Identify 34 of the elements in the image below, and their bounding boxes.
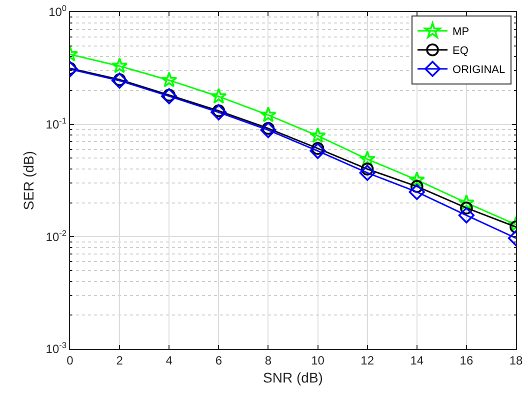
x-tick-label: 0	[66, 353, 74, 368]
x-tick-label: 2	[116, 353, 124, 368]
point	[408, 184, 425, 200]
x-tick-label: 4	[166, 353, 173, 368]
point	[458, 194, 475, 210]
x-tick-label: 8	[264, 353, 272, 368]
point	[260, 122, 276, 138]
point	[111, 57, 128, 74]
x-tick-label: 10	[311, 353, 325, 368]
point	[310, 127, 326, 143]
x-tick-label: 16	[460, 353, 474, 368]
legend-label: EQ	[452, 45, 469, 58]
point	[160, 72, 178, 88]
point	[210, 88, 227, 104]
point	[359, 164, 376, 181]
y-tick-label: 10$^{0}$	[48, 3, 67, 20]
x-tick-label: 14	[410, 353, 424, 368]
point	[260, 106, 276, 122]
x-tick-label: 6	[215, 353, 222, 368]
y-axis-title: SER (dB)	[20, 150, 36, 210]
x-tick-label: 12	[360, 353, 374, 368]
point	[210, 104, 227, 120]
point	[458, 207, 474, 224]
point	[359, 150, 376, 166]
point	[310, 142, 326, 159]
point	[408, 171, 426, 188]
legend-label: MP	[452, 26, 470, 38]
legend-label: ORIGINAL	[452, 64, 506, 76]
x-axis-title: SNR (dB)	[263, 370, 323, 386]
x-tick-label: 18	[509, 353, 523, 368]
y-tick-label: 10$^{-2}$	[46, 228, 67, 244]
y-tick-label: 10$^{-1}$	[46, 115, 67, 132]
point	[460, 202, 473, 214]
y-tick-label: 10$^{-3}$	[46, 340, 67, 356]
